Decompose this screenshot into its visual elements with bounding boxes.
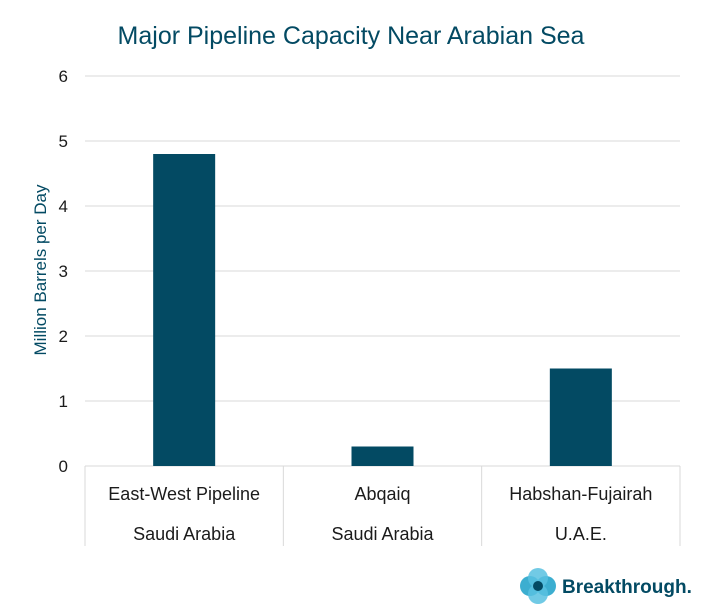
category-label: East-West Pipeline bbox=[108, 484, 260, 504]
breakthrough-logo-icon bbox=[520, 568, 556, 604]
bars bbox=[153, 154, 612, 466]
category-country-label: U.A.E. bbox=[555, 524, 607, 544]
category-label: Abqaiq bbox=[354, 484, 410, 504]
y-tick-labels: 0 1 2 3 4 5 6 bbox=[59, 67, 68, 476]
bar bbox=[153, 154, 216, 466]
chart-title: Major Pipeline Capacity Near Arabian Sea bbox=[118, 22, 585, 50]
x-axis bbox=[84, 466, 681, 546]
y-tick-label: 5 bbox=[59, 132, 68, 151]
category-labels: East-West Pipeline Saudi Arabia Abqaiq Saud… bbox=[108, 484, 652, 544]
y-tick-label: 6 bbox=[59, 67, 68, 86]
y-tick-label: 4 bbox=[59, 197, 68, 216]
logo-wordmark: Breakthrough. bbox=[562, 577, 692, 598]
bar bbox=[351, 446, 414, 466]
category-country-label: Saudi Arabia bbox=[331, 524, 434, 544]
y-tick-label: 3 bbox=[59, 262, 68, 281]
y-axis-label: Million Barrels per Day bbox=[31, 184, 50, 355]
y-tick-label: 1 bbox=[59, 392, 68, 411]
bar bbox=[549, 368, 612, 466]
breakthrough-logo: Breakthrough. bbox=[520, 568, 692, 604]
category-label: Habshan-Fujairah bbox=[509, 484, 652, 504]
category-country-label: Saudi Arabia bbox=[133, 524, 236, 544]
y-tick-label: 2 bbox=[59, 327, 68, 346]
y-tick-label: 0 bbox=[59, 457, 68, 476]
